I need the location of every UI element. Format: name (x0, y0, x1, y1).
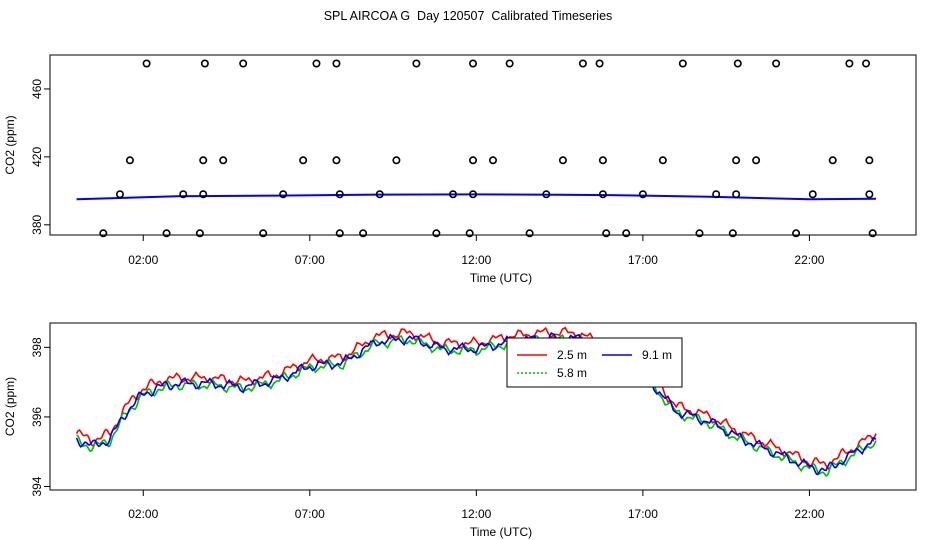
y-tick-label: 380 (30, 214, 44, 234)
data-point (602, 229, 611, 238)
data-point (638, 190, 647, 199)
data-point (335, 229, 344, 238)
data-point (125, 156, 134, 165)
data-point (598, 190, 607, 199)
data-point (432, 229, 441, 238)
y-tick-label: 460 (30, 79, 44, 99)
y-axis-label: CO2 (ppm) (3, 115, 17, 174)
data-point (392, 156, 401, 165)
data-point (733, 59, 742, 68)
data-point (449, 190, 458, 199)
x-tick-label: 22:00 (794, 507, 824, 521)
data-point (658, 156, 667, 165)
data-point (199, 156, 208, 165)
plot-frame (49, 54, 917, 236)
data-point (115, 190, 124, 199)
data-point (622, 229, 631, 238)
data-point (772, 59, 781, 68)
data-point (578, 59, 587, 68)
data-point (469, 156, 478, 165)
data-point (525, 229, 534, 238)
data-point (865, 156, 874, 165)
data-point (259, 229, 268, 238)
data-point (695, 229, 704, 238)
data-point (239, 59, 248, 68)
data-point (312, 59, 321, 68)
data-point (179, 190, 188, 199)
data-point (865, 190, 874, 199)
data-point (195, 229, 204, 238)
line-panel: 02:00 07:00 12:00 17:00 22:00 394 396 398 Time (… (3, 322, 917, 539)
legend-label: 9.1 m (642, 348, 672, 362)
y-tick-label: 420 (30, 147, 44, 167)
x-tick-label: 22:00 (794, 253, 824, 267)
x-tick-label: 02:00 (128, 507, 158, 521)
data-point (335, 190, 344, 199)
data-point (752, 156, 761, 165)
legend: 2.5 m 5.8 m 9.1 m (506, 337, 683, 388)
data-point (792, 229, 801, 238)
data-point (469, 59, 478, 68)
legend-label: 2.5 m (557, 348, 587, 362)
data-point (200, 59, 209, 68)
data-point (488, 156, 497, 165)
data-point (412, 59, 421, 68)
plot-frame (49, 322, 917, 491)
data-point (712, 190, 721, 199)
data-point (375, 190, 384, 199)
x-tick-label: 12:00 (461, 253, 491, 267)
data-point (808, 190, 817, 199)
data-point (465, 229, 474, 238)
data-point (678, 59, 687, 68)
data-point (469, 190, 478, 199)
data-point (359, 229, 368, 238)
y-tick-label: 394 (30, 476, 44, 496)
data-point (199, 190, 208, 199)
data-point (558, 156, 567, 165)
y-axis-label: CO2 (ppm) (3, 377, 17, 436)
scatter-panel: 02:00 07:00 12:00 17:00 22:00 380 420 460 Time (… (3, 54, 917, 285)
data-point (728, 229, 737, 238)
x-axis-label: Time (UTC) (470, 271, 532, 285)
data-point (845, 59, 854, 68)
y-tick-label: 396 (30, 407, 44, 427)
data-point (732, 190, 741, 199)
x-tick-label: 17:00 (628, 253, 658, 267)
data-point (598, 156, 607, 165)
data-point (332, 59, 341, 68)
data-point (162, 229, 171, 238)
data-point (828, 156, 837, 165)
data-point (219, 156, 228, 165)
x-tick-label: 07:00 (295, 507, 325, 521)
chart-title: SPL AIRCOA G Day 120507 Calibrated Times… (323, 9, 613, 23)
series-line-5-8-m (76, 333, 877, 478)
x-tick-label: 17:00 (628, 507, 658, 521)
x-tick-label: 02:00 (128, 253, 158, 267)
data-point (299, 156, 308, 165)
legend-label: 5.8 m (557, 366, 587, 380)
data-point (332, 156, 341, 165)
data-point (505, 59, 514, 68)
data-point (542, 190, 551, 199)
data-point (732, 156, 741, 165)
legend-box (506, 337, 683, 388)
data-point (862, 59, 871, 68)
data-point (99, 229, 108, 238)
x-tick-label: 07:00 (295, 253, 325, 267)
data-point (142, 59, 151, 68)
series-line-9-1-m (75, 331, 877, 476)
series-line (76, 193, 877, 201)
x-tick-label: 12:00 (461, 507, 491, 521)
y-tick-label: 398 (30, 337, 44, 357)
x-axis-label: Time (UTC) (470, 525, 532, 539)
data-point (868, 229, 877, 238)
data-point (595, 59, 604, 68)
data-point (279, 190, 288, 199)
series-line-2-5-m (75, 326, 877, 471)
